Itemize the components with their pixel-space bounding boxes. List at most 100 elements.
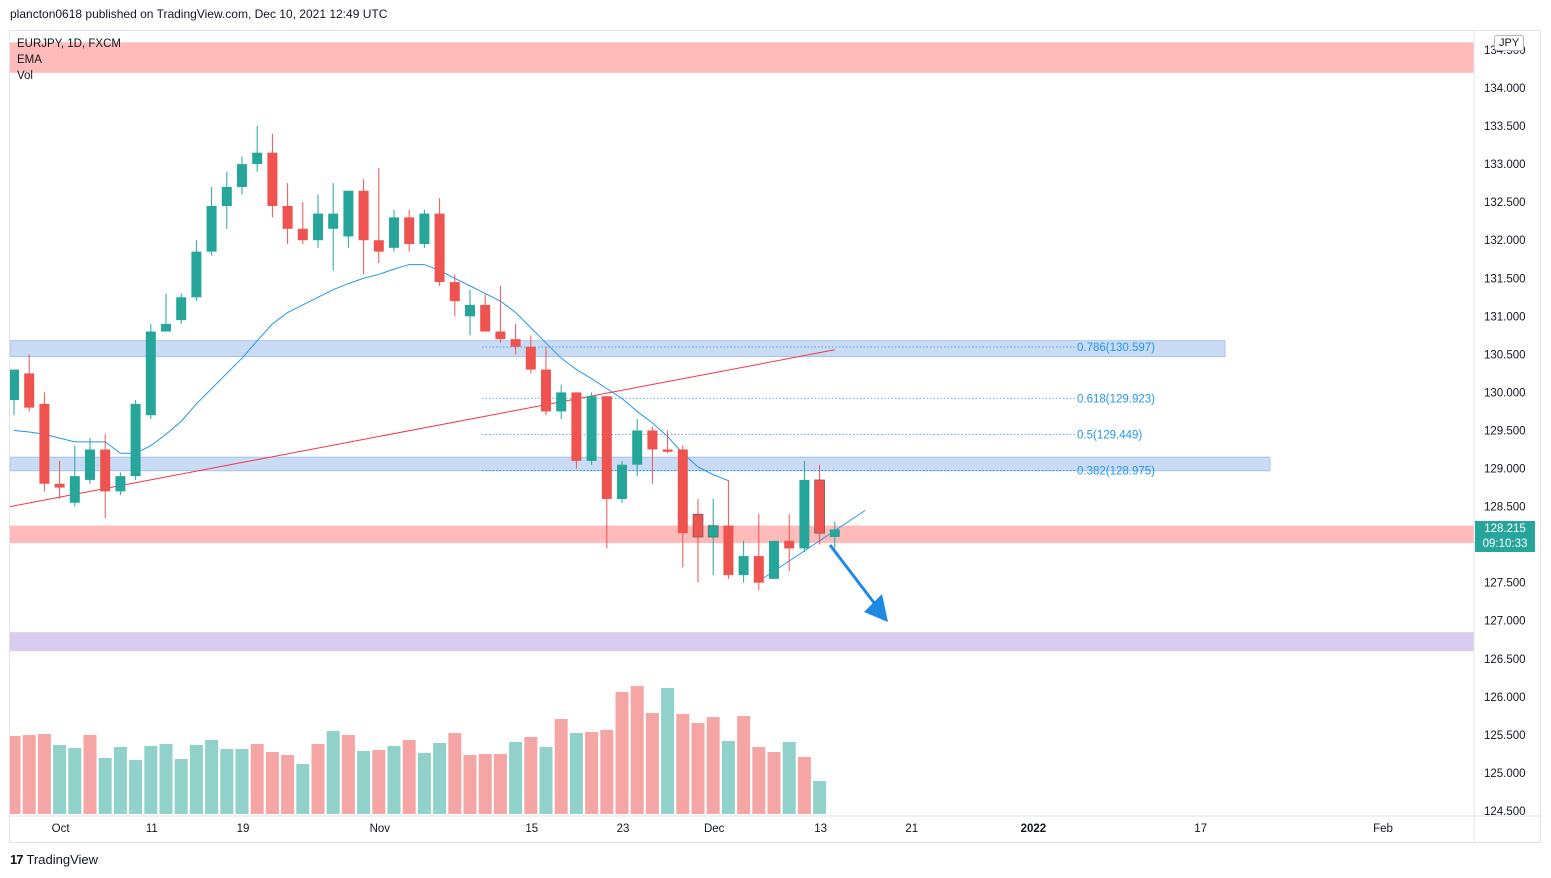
price-tick-label: 132.000 <box>1484 235 1526 247</box>
candle-body <box>510 339 521 347</box>
volume-bar <box>113 747 127 814</box>
trendline-blue-rising <box>762 509 866 580</box>
candle-body <box>738 556 749 576</box>
volume-bar <box>53 745 67 814</box>
volume-bar <box>174 759 188 814</box>
candle-body <box>753 556 764 583</box>
volume-bar <box>463 755 477 814</box>
candle-body <box>328 213 339 229</box>
zone-red-support <box>10 525 1474 544</box>
trendline-red-rising <box>10 349 835 508</box>
price-tick-label: 125.000 <box>1484 768 1526 780</box>
candle-body <box>692 513 704 538</box>
price-tick-label: 127.500 <box>1484 578 1526 590</box>
forecast-arrow-head-icon <box>864 594 888 622</box>
chart-legend: EURJPY, 1D, FXCM EMA Vol <box>17 36 121 84</box>
volume-bar <box>98 758 112 814</box>
candle-body <box>176 297 187 321</box>
volume-bar <box>676 714 690 814</box>
candle-body <box>389 217 399 248</box>
candle-body <box>419 213 430 245</box>
candle-body <box>449 282 460 302</box>
candle-body <box>358 190 369 241</box>
volume-bar <box>326 731 340 814</box>
volume-bar <box>509 742 523 814</box>
volume-bar <box>281 755 295 814</box>
price-tick-label: 129.500 <box>1484 425 1526 437</box>
chart-frame <box>9 30 1541 843</box>
volume-bar <box>524 737 538 814</box>
candle-body <box>829 529 840 538</box>
volume-bar <box>554 719 568 814</box>
time-tick-label: 17 <box>1194 823 1207 835</box>
candle-body <box>24 373 35 408</box>
candle-body <box>647 430 658 450</box>
fib-label: 0.786(130.597) <box>1077 342 1155 354</box>
candle-body <box>784 540 795 549</box>
zone-resistance-top <box>10 42 1474 73</box>
time-tick-label: Oct <box>52 823 71 835</box>
volume-bar <box>752 747 766 814</box>
time-tick-label: Feb <box>1373 823 1393 835</box>
legend-symbol[interactable]: EURJPY, 1D, FXCM <box>17 38 121 50</box>
time-tick-label: 11 <box>146 823 158 835</box>
legend-ema[interactable]: EMA <box>17 54 42 66</box>
price-tick-label: 130.000 <box>1484 387 1526 399</box>
candle-body <box>221 186 232 206</box>
price-tick-label: 131.500 <box>1484 273 1526 285</box>
volume-bar <box>220 749 234 814</box>
candle-body <box>769 540 779 579</box>
candle-body <box>282 205 293 229</box>
time-tick-label: 13 <box>814 823 827 835</box>
candle-body <box>434 213 445 283</box>
candle-body <box>556 392 567 412</box>
footer: 17 TradingView <box>10 852 98 867</box>
candle-body <box>145 331 156 416</box>
price-tick-label: 132.500 <box>1484 197 1526 209</box>
volume-bar <box>493 754 507 814</box>
candle-body <box>267 152 278 206</box>
candle-body <box>707 525 719 538</box>
price-tick-label: 126.500 <box>1484 654 1526 666</box>
plot-area: 0.786(130.597) 0.618(129.923) 0.5(129.449)… <box>10 42 1474 814</box>
fib-label: 0.5(129.449) <box>1077 429 1142 441</box>
volume-bar <box>600 730 614 814</box>
brand-name[interactable]: TradingView <box>26 852 99 867</box>
volume-bar <box>569 733 583 814</box>
volume-bar <box>630 686 644 814</box>
candle-body <box>814 479 825 534</box>
time-tick-label: 2022 <box>1021 823 1047 835</box>
volume-bar <box>615 692 629 814</box>
time-tick-label: Nov <box>370 823 391 835</box>
volume-bar <box>539 747 553 814</box>
volume-bar <box>691 723 705 814</box>
volume-bar <box>341 735 355 814</box>
candle-body <box>495 331 506 340</box>
countdown-timer: 09:10:33 <box>1482 538 1528 550</box>
last-price-value: 128.215 <box>1484 523 1526 535</box>
candle-body <box>313 213 323 241</box>
volume-bar <box>311 744 325 814</box>
candle-body <box>297 228 308 241</box>
volume-bar <box>296 764 310 814</box>
price-tick-label: 134.000 <box>1484 83 1526 95</box>
volume-bar <box>448 733 462 814</box>
candle-body <box>191 251 202 298</box>
volume-bar <box>402 740 416 814</box>
candle-body <box>54 483 65 488</box>
candle-body <box>373 240 384 252</box>
volume-bar <box>782 742 796 814</box>
candle-body <box>571 392 582 461</box>
volume-bar <box>83 735 97 814</box>
time-tick-label: Dec <box>704 823 725 835</box>
price-tick-label: 127.000 <box>1484 616 1526 628</box>
volume-bar <box>433 743 447 814</box>
volume-bar <box>585 732 599 814</box>
currency-button[interactable]: JPY <box>1494 35 1525 51</box>
volume-bar <box>159 744 173 814</box>
legend-vol[interactable]: Vol <box>17 70 33 82</box>
tradingview-logo-icon[interactable]: 17 <box>10 852 24 867</box>
volume-bar <box>417 753 431 814</box>
price-tick-label: 129.000 <box>1484 464 1526 476</box>
volume-bar <box>235 749 249 814</box>
